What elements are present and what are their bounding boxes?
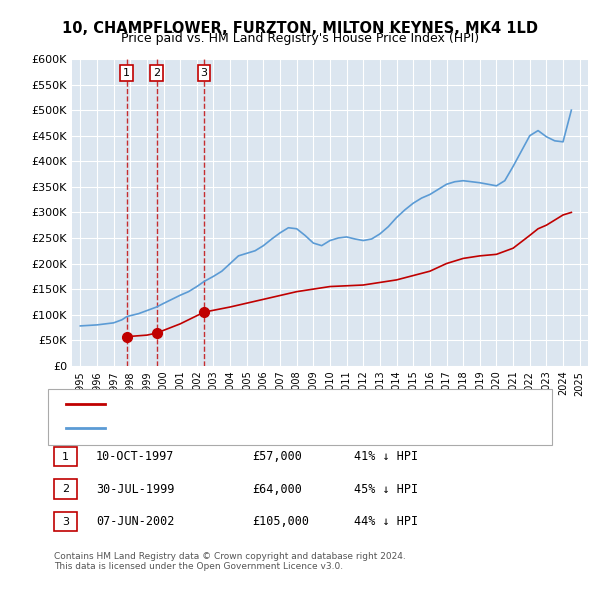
- Text: 07-JUN-2002: 07-JUN-2002: [96, 515, 175, 528]
- Text: HPI: Average price, detached house, Milton Keynes: HPI: Average price, detached house, Milt…: [111, 423, 376, 432]
- Text: Contains HM Land Registry data © Crown copyright and database right 2024.
This d: Contains HM Land Registry data © Crown c…: [54, 552, 406, 571]
- Text: 44% ↓ HPI: 44% ↓ HPI: [354, 515, 418, 528]
- Text: £64,000: £64,000: [252, 483, 302, 496]
- Text: 3: 3: [62, 517, 69, 526]
- Text: £105,000: £105,000: [252, 515, 309, 528]
- Text: £57,000: £57,000: [252, 450, 302, 463]
- Text: 10, CHAMPFLOWER, FURZTON, MILTON KEYNES, MK4 1LD: 10, CHAMPFLOWER, FURZTON, MILTON KEYNES,…: [62, 21, 538, 35]
- Text: Price paid vs. HM Land Registry's House Price Index (HPI): Price paid vs. HM Land Registry's House …: [121, 32, 479, 45]
- Text: 1: 1: [123, 68, 130, 78]
- Text: 2: 2: [153, 68, 160, 78]
- Text: 10, CHAMPFLOWER, FURZTON, MILTON KEYNES, MK4 1LD (detached house): 10, CHAMPFLOWER, FURZTON, MILTON KEYNES,…: [111, 399, 504, 409]
- Text: 41% ↓ HPI: 41% ↓ HPI: [354, 450, 418, 463]
- Text: 1: 1: [62, 452, 69, 461]
- Text: 30-JUL-1999: 30-JUL-1999: [96, 483, 175, 496]
- Text: 3: 3: [200, 68, 208, 78]
- Text: 2: 2: [62, 484, 69, 494]
- Text: 45% ↓ HPI: 45% ↓ HPI: [354, 483, 418, 496]
- Text: 10-OCT-1997: 10-OCT-1997: [96, 450, 175, 463]
